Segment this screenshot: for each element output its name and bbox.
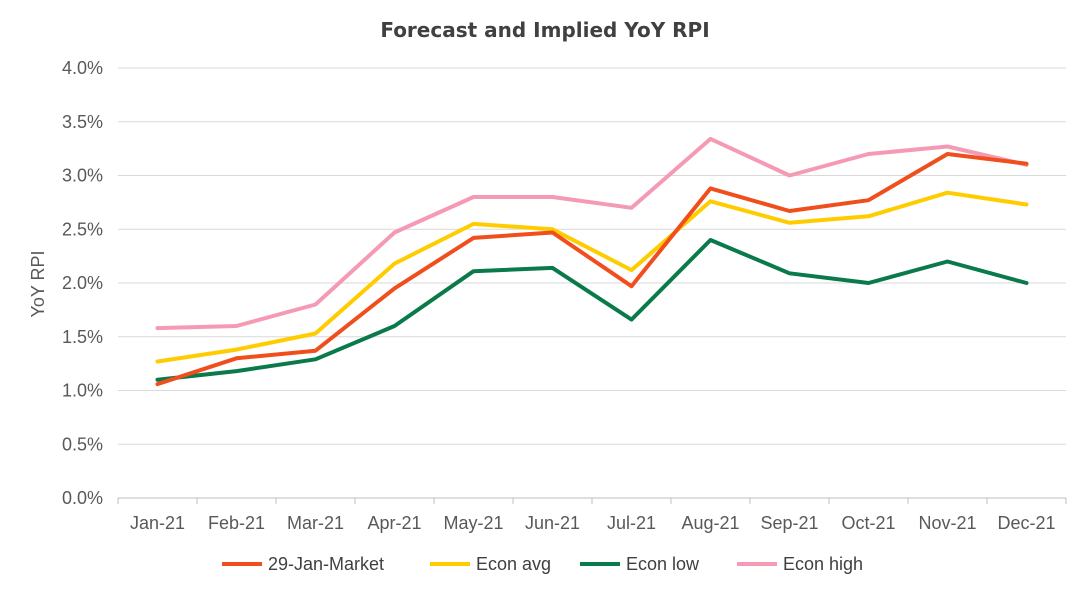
x-tick-label: Nov-21 xyxy=(918,513,976,533)
x-tick-label: Oct-21 xyxy=(841,513,895,533)
legend-label: Econ high xyxy=(783,554,863,574)
axes: 0.0% 0.5% 1.0% 1.5% 2.0% 2.5% 3.0% 3.5% 4.0% Jan-… xyxy=(62,58,1067,533)
series-line-econ-high xyxy=(155,136,1029,331)
y-tick-label: 2.0% xyxy=(62,273,103,293)
y-tick-label: 2.5% xyxy=(62,219,103,239)
y-axis-title: YoY RPI xyxy=(28,250,48,317)
series-lines xyxy=(155,136,1029,387)
x-tick-label: Mar-21 xyxy=(287,513,344,533)
x-tick-label: Dec-21 xyxy=(997,513,1055,533)
y-tick-label: 3.5% xyxy=(62,112,103,132)
x-tick-label: May-21 xyxy=(443,513,503,533)
y-tick-label: 4.0% xyxy=(62,58,103,78)
chart-title: Forecast and Implied YoY RPI xyxy=(380,18,709,42)
y-tick-label: 1.5% xyxy=(62,327,103,347)
x-tick-label: Jan-21 xyxy=(130,513,185,533)
legend-label: Econ low xyxy=(626,554,700,574)
y-tick-label: 0.0% xyxy=(62,488,103,508)
series-line-29-jan-market xyxy=(155,152,1029,387)
legend-label: Econ avg xyxy=(476,554,551,574)
x-tick-label: Jul-21 xyxy=(607,513,656,533)
x-tick-label: Jun-21 xyxy=(525,513,580,533)
series-line-econ-low xyxy=(155,238,1029,382)
legend-label: 29-Jan-Market xyxy=(268,554,384,574)
x-tick-label: Feb-21 xyxy=(208,513,265,533)
series-line-econ-avg xyxy=(155,190,1029,364)
x-tick-label: Apr-21 xyxy=(367,513,421,533)
y-tick-label: 3.0% xyxy=(62,166,103,186)
legend: 29-Jan-Market Econ avg Econ low Econ high xyxy=(222,554,863,574)
gridlines xyxy=(118,67,1066,445)
x-tick-label: Sep-21 xyxy=(760,513,818,533)
y-tick-label: 1.0% xyxy=(62,381,103,401)
y-tick-label: 0.5% xyxy=(62,434,103,454)
x-tick-label: Aug-21 xyxy=(681,513,739,533)
